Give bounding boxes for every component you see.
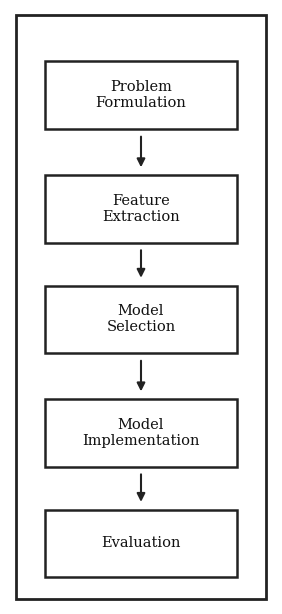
Bar [45,399,237,467]
Bar [45,510,237,577]
Text: Model
Selection: Model Selection [106,304,176,335]
Bar [45,175,237,243]
Text: Evaluation: Evaluation [101,537,181,550]
Text: Problem
Formulation: Problem Formulation [96,80,186,111]
Bar [45,286,237,353]
Bar [16,15,266,599]
Bar [45,61,237,129]
Text: Feature
Extraction: Feature Extraction [102,193,180,224]
Text: Model
Implementation: Model Implementation [82,418,200,448]
